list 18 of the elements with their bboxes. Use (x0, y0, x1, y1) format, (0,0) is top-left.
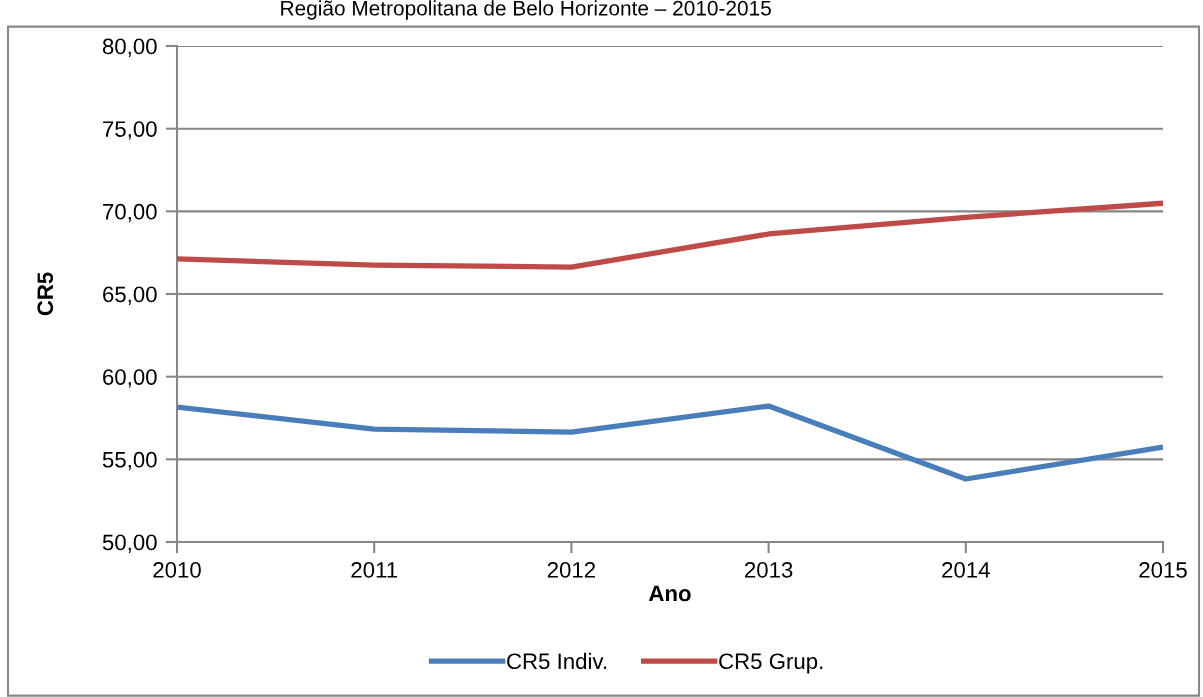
x-tick-label: 2011 (351, 562, 398, 578)
legend-label: CR5 Indiv. (507, 652, 607, 670)
y-tick-label: 55,00 (102, 451, 157, 471)
x-tick-label: 2010 (153, 562, 201, 578)
y-tick-label: 65,00 (103, 286, 157, 305)
y-tick-label: 75,00 (103, 121, 157, 140)
y-tick-label: 60,00 (103, 369, 157, 388)
x-tick-label: 2013 (745, 562, 793, 578)
x-tick-label: 2014 (942, 562, 990, 578)
y-tick-label: 50,00 (102, 534, 157, 553)
x-axis-title: Ano (648, 585, 691, 602)
x-tick-label: 2012 (547, 562, 595, 578)
chart-title: Região Metropolitana de Belo Horizonte – 2010-2015 (281, 0, 771, 20)
y-axis-title: CR5 (37, 272, 54, 316)
x-tick-label: 2015 (1139, 562, 1187, 578)
y-tick-label: 80,00 (102, 38, 157, 57)
y-tick-label: 70,00 (103, 203, 157, 223)
legend-label: CR5 Grup. (719, 653, 823, 674)
